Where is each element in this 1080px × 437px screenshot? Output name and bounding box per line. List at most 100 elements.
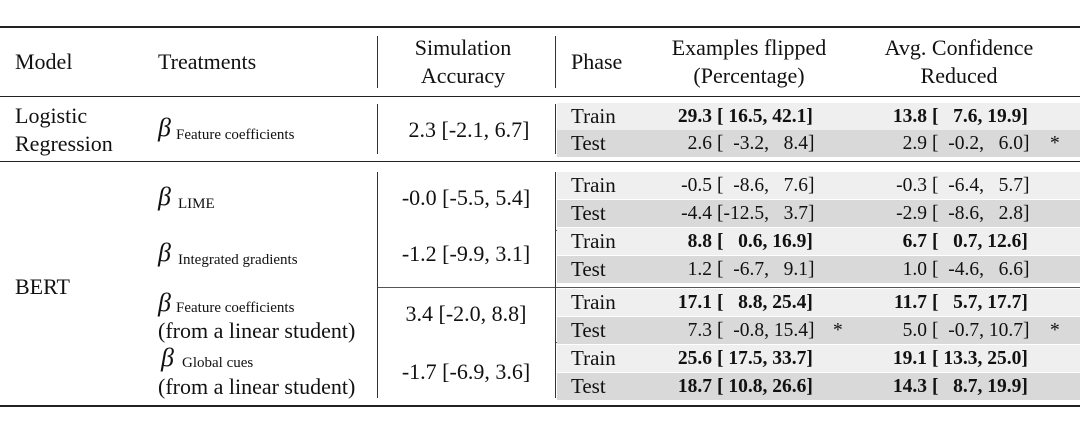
treatment-rule [378,287,1080,288]
col-divider [377,104,378,154]
row-shade [557,317,1080,344]
flipped-value: -0.5 [681,175,712,196]
confidence-value: 13.8 [892,106,927,127]
flipped-ci: [-12.5, 3.7] [717,203,815,224]
treatment-note: (from a linear student) [158,374,356,399]
beta-symbol: β [158,113,171,142]
beta-symbol: β [158,288,171,317]
significance-star: * [833,320,843,341]
confidence-value: 11.7 [893,292,927,313]
header-flipped-line2: (Percentage) [693,63,805,88]
sim-accuracy-value: -0.0 [-5.5, 5.4] [401,185,531,210]
phase-label: Train [571,173,616,197]
flipped-value: 2.6 [687,133,712,154]
header-sim-accuracy-line1: Simulation [414,35,512,60]
row-shade [557,228,1080,255]
confidence-value: -0.3 [896,175,927,196]
col-divider [555,104,556,154]
sim-accuracy-value: -1.2 [-9.9, 3.1] [401,241,531,266]
col-divider [377,36,378,88]
row-shade [557,130,1080,157]
flipped-value: 25.6 [677,348,712,369]
header-confidence-line2: Reduced [920,63,998,88]
confidence-ci: [ 7.6, 19.9] [932,106,1028,127]
confidence-value: 19.1 [892,348,927,369]
beta-symbol: β [158,182,171,211]
confidence-ci: [ -0.2, 6.0] [932,133,1030,154]
flipped-ci: [ 0.6, 16.9] [717,231,813,252]
row-shade [557,172,1080,199]
col-divider [377,172,378,398]
flipped-ci: [ 17.5, 33.7] [717,348,813,369]
confidence-ci: [ 0.7, 12.6] [932,231,1028,252]
header-sim-accuracy-line2: Accuracy [420,63,506,88]
confidence-value: -2.9 [896,203,927,224]
flipped-ci: [ 8.8, 25.4] [717,292,813,313]
row-shade [557,256,1080,283]
flipped-value: 17.1 [677,292,712,313]
phase-label: Test [571,374,606,398]
group-rule [0,161,1080,162]
phase-label: Train [571,104,616,128]
row-shade [557,103,1080,130]
beta-symbol: β [161,343,174,372]
row-shade [557,289,1080,316]
significance-star: * [1050,133,1060,154]
confidence-ci: [ 5.7, 17.7] [932,292,1028,313]
flipped-value: -4.4 [681,203,712,224]
phase-label: Train [571,346,616,370]
treatment-subscript: Integrated gradients [178,252,298,268]
confidence-value: 6.7 [902,231,927,252]
row-shade [557,200,1080,227]
treatment-subscript: Feature coefficients [176,127,295,143]
flipped-ci: [ 10.8, 26.6] [717,376,813,397]
header-confidence-line1: Avg. Confidence [884,35,1034,60]
sim-accuracy-value: -1.7 [-6.9, 3.6] [401,359,531,384]
treatment-subscript: Global cues [182,355,254,371]
flipped-ci: [ 16.5, 42.1] [717,106,813,127]
row-shade [557,345,1080,372]
model-bert: BERT [15,274,70,299]
model-logistic-regression-line2: Regression [15,131,113,156]
flipped-value: 1.2 [687,259,712,280]
confidence-value: 1.0 [902,259,927,280]
confidence-ci: [ -6.4, 5.7] [932,175,1030,196]
bottom-rule [0,405,1080,407]
treatment-subscript: LIME [178,196,215,212]
treatment-subscript: Feature coefficients [176,300,295,316]
confidence-ci: [ -8.6, 2.8] [932,203,1030,224]
beta-symbol: β [158,238,171,267]
confidence-value: 14.3 [892,376,927,397]
top-rule [0,26,1080,28]
header-treatments: Treatments [158,49,257,74]
flipped-value: 29.3 [677,106,712,127]
confidence-value: 2.9 [902,133,927,154]
header-flipped-line1: Examples flipped [671,35,827,60]
confidence-value: 5.0 [902,320,927,341]
phase-label: Train [571,229,616,253]
phase-label: Test [571,318,606,342]
header-rule [0,96,1080,97]
header-phase: Phase [571,49,623,74]
flipped-value: 18.7 [677,376,712,397]
flipped-ci: [ -6.7, 9.1] [717,259,815,280]
flipped-ci: [ -8.6, 7.6] [717,175,815,196]
significance-star: * [1050,320,1060,341]
sim-accuracy-value: 3.4 [-2.0, 8.8] [405,301,527,326]
flipped-value: 8.8 [687,231,712,252]
confidence-ci: [ -0.7, 10.7] [932,320,1030,341]
phase-label: Train [571,290,616,314]
flipped-value: 7.3 [687,320,712,341]
treatment-note: (from a linear student) [158,318,356,343]
header-model: Model [15,49,73,74]
phase-label: Test [571,257,606,281]
phase-label: Test [571,131,606,155]
row-shade [557,373,1080,400]
flipped-ci: [ -3.2, 8.4] [717,133,815,154]
confidence-ci: [ -4.6, 6.6] [932,259,1030,280]
confidence-ci: [ 8.7, 19.9] [932,376,1028,397]
model-logistic-regression-line1: Logistic [15,103,88,128]
sim-accuracy-value: 2.3 [-2.1, 6.7] [408,117,530,142]
col-divider [555,172,556,398]
col-divider [555,36,556,88]
